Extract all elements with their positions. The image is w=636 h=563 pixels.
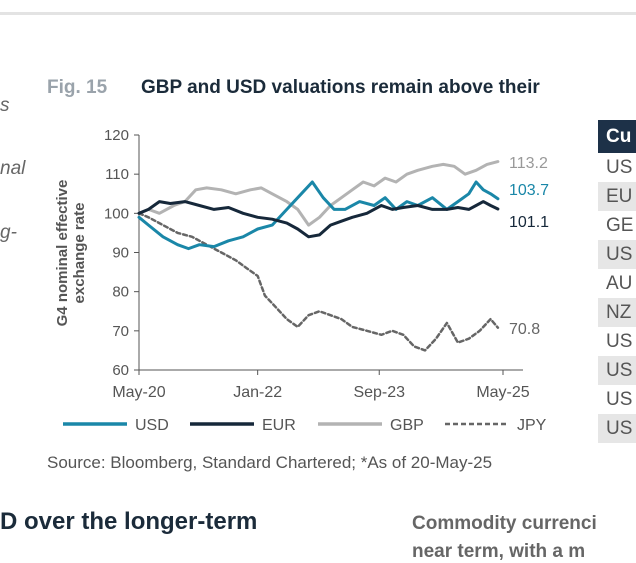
x-tick-label: May-25 [476, 384, 529, 401]
legend-label-usd: USD [135, 417, 169, 434]
table-row: US [598, 240, 636, 269]
y-tick-label: 90 [112, 245, 129, 262]
series-line-eur [137, 200, 500, 239]
table-row: US [606, 389, 633, 410]
y-tick-label: 70 [112, 323, 129, 340]
y-tick-label: 110 [105, 166, 129, 183]
section-title: D over the longer-term [0, 508, 258, 535]
table-row: GE [606, 215, 634, 236]
legend-label-gbp: GBP [390, 417, 424, 434]
x-tick-label: Jan-22 [233, 384, 282, 401]
currency-table: Cu US EU GE US AU NZ US US US US [598, 120, 636, 443]
figure-label: Fig. 15 [47, 77, 108, 98]
table-row: US [606, 157, 633, 178]
legend-label-eur: EUR [262, 417, 296, 434]
source-note: Source: Bloomberg, Standard Chartered; *… [47, 453, 493, 472]
top-rule [0, 12, 636, 15]
section-text-fragment: near term, with a m [412, 541, 586, 562]
y-tick-label: 120 [104, 127, 129, 144]
x-tick-label: Sep-23 [353, 384, 405, 401]
table-row: EU [598, 182, 636, 211]
y-tick-label: 80 [112, 284, 129, 301]
legend-label-jpy: JPY [517, 417, 547, 434]
series-line-usd [137, 180, 500, 251]
end-label-usd: 103.7 [509, 182, 549, 199]
table-header: Cu [598, 120, 636, 153]
table-row: US [598, 414, 636, 443]
end-label-jpy: 70.8 [509, 321, 540, 338]
figure-title: GBP and USD valuations remain above thei… [141, 77, 540, 98]
end-label-eur: 101.1 [509, 214, 549, 231]
exchange-rate-chart: 60 70 80 90 100 110 120 May-20 Jan-22 Sep-23 May-2… [54, 127, 549, 434]
y-tick-label: 100 [104, 205, 129, 222]
table-row: NZ [598, 298, 636, 327]
end-label-gbp: 113.2 [509, 155, 548, 172]
x-tick-label: May-20 [112, 384, 165, 401]
left-text-fragment: s [0, 95, 10, 116]
y-tick-label: 60 [112, 362, 129, 379]
section-title-right: Commodity currenci [412, 513, 597, 534]
series-line-gbp [137, 160, 500, 227]
table-row: US [606, 331, 633, 352]
table-row: US [598, 356, 636, 385]
table-row: AU [606, 273, 633, 294]
y-axis-label: G4 nominal effectiveexchange rate [54, 180, 88, 327]
left-text-fragment: g- [0, 222, 17, 243]
left-text-fragment: nal [0, 158, 26, 179]
